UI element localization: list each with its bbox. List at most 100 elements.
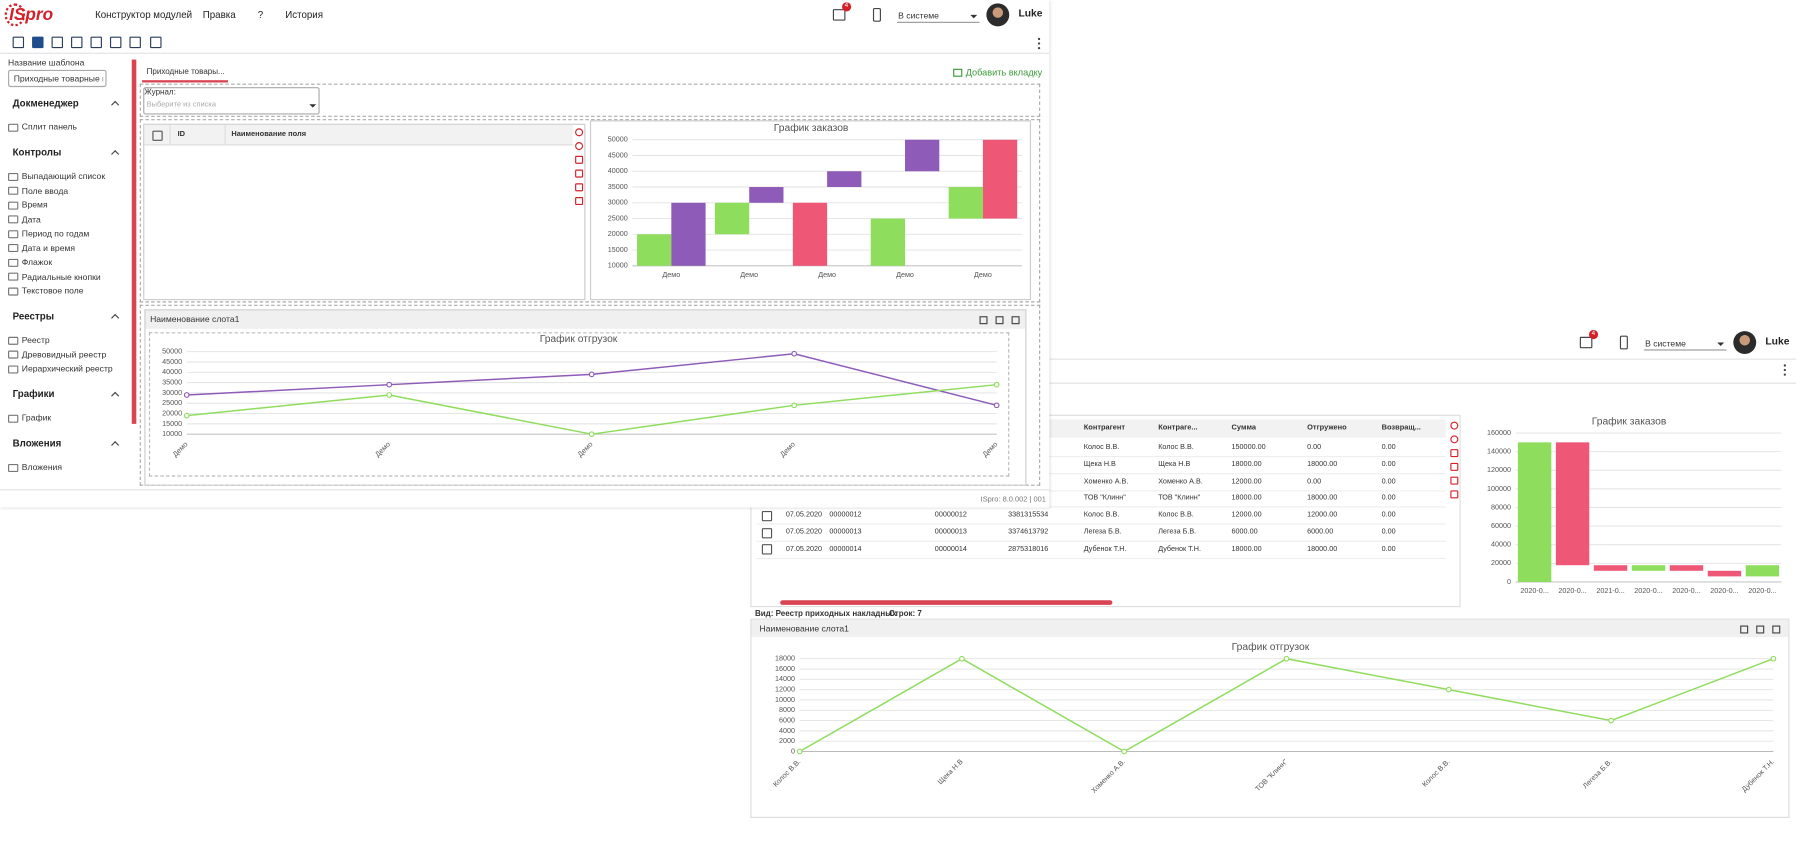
chart-frame [148,332,1010,477]
sidebar-group-title[interactable]: Реестры [12,310,55,322]
slot-panel [144,309,1027,486]
y-tick-label: 10000 [608,261,628,270]
tab[interactable]: Приходные товары... [146,68,225,77]
grid-tool-icon[interactable] [575,183,584,192]
grid-header-cell[interactable]: Контрагент [1083,423,1126,432]
grid-cell: 00000013 [934,527,967,536]
point [1608,717,1614,724]
sidebar-item[interactable]: Дата и время [21,242,76,253]
x-tick-label: 2020-0... [1558,586,1586,595]
grid-cell: 2875318016 [1008,544,1049,553]
sidebar-item[interactable]: Древовидный реестр [21,349,107,360]
grid-cell: Колос В.В. [1083,443,1120,452]
toolbar-button [12,36,25,49]
sidebar-item[interactable]: Флажок [21,256,53,268]
grid-tool-icon[interactable] [575,197,584,206]
grid-header-cell[interactable]: Контраге... [1158,423,1198,432]
view-name: Вид: Реестр приходных накладных [754,610,897,619]
grid-header-cell[interactable]: Возвращ... [1381,423,1421,432]
item-icon [8,350,19,359]
grid-tool-icon[interactable] [1450,421,1459,430]
item-icon [8,258,19,267]
row-divider [756,540,1446,542]
sidebar-item[interactable]: Дата [21,213,41,225]
user-name[interactable]: Luke [1018,7,1043,19]
bar [714,202,750,235]
y-tick-label: 16000 [775,664,795,673]
sidebar-group-title[interactable]: Графики [12,388,55,400]
sidebar-item[interactable]: Период по годам [21,228,90,239]
grid-tool-icon[interactable] [575,169,584,178]
sidebar-item[interactable]: Время [21,199,48,210]
phone-icon [872,8,881,22]
slot-action[interactable] [979,316,988,325]
checkbox[interactable] [761,510,773,521]
status-select [1643,336,1727,351]
sidebar-item[interactable]: Вложения [21,461,63,473]
slot-action[interactable] [1772,625,1781,634]
menu-item[interactable]: Конструктор модулей [95,8,193,21]
slot-action[interactable] [995,316,1004,325]
grid-tool-icon[interactable] [575,155,584,164]
grid-cell: 0.00 [1307,443,1322,452]
y-tick-label: 18000 [775,654,795,663]
grid-cell: 07.05.2020 [785,544,822,553]
grid-cell: 6000.00 [1231,527,1258,536]
sidebar-item[interactable]: Реестр [21,334,50,346]
grid-tool-icon[interactable] [1450,462,1459,471]
bar [1593,565,1628,571]
grid-cell: Колос В.В. [1158,443,1194,452]
sidebar-item[interactable]: График [21,412,52,424]
toolbar-divider [1049,382,1797,384]
slot-action[interactable] [1740,625,1749,634]
grid-header-cell[interactable]: Сумма [1231,423,1257,432]
sidebar-group-title[interactable]: Контролы [12,146,62,158]
sidebar-item[interactable]: Сплит панель [21,121,77,133]
grid-tool-icon[interactable] [1450,490,1459,499]
status-select-text[interactable]: В системе [898,10,939,21]
y-tick-label: 40000 [1491,540,1511,549]
sidebar-item[interactable]: Текстовое поле [21,285,84,296]
grid-cell: Дубенок Т.Н. [1158,544,1201,553]
add-tab-button[interactable]: Добавить вкладку [965,67,1043,78]
checkbox[interactable] [761,544,773,555]
grid-tool-icon[interactable] [575,128,584,137]
sidebar-group-title[interactable]: Докменеджер [12,97,79,109]
grid-cell: 00000014 [829,544,862,553]
slot-action[interactable] [1756,625,1765,634]
item-icon [8,215,19,224]
grid-tool-icon[interactable] [575,142,584,151]
toolbar-button [71,36,83,49]
user-name[interactable]: Luke [1765,335,1790,347]
journal-placeholder[interactable]: Выберите из списка [146,100,216,109]
grid-cell: 0.00 [1381,510,1396,520]
sidebar-item[interactable]: Иерархический реестр [21,363,113,374]
grid-cell: Щека Н.В [1083,460,1116,469]
menu-item[interactable]: Правка [202,8,236,21]
phone-icon [1619,335,1628,350]
grid-tool-icon[interactable] [1450,435,1459,444]
menu-item[interactable]: ? [257,8,264,21]
slot-action[interactable] [1011,316,1020,325]
sidebar-group-title[interactable]: Вложения [12,437,62,449]
checkbox[interactable] [152,130,163,141]
menu-item[interactable]: История [285,8,324,21]
grid-header-cell[interactable]: Отгружено [1307,423,1347,432]
checkbox[interactable] [761,527,773,538]
x-tick-label: 2021-0... [1596,586,1624,595]
avatar [986,3,1010,27]
scrollbar [780,600,1113,605]
sidebar-item[interactable]: Поле ввода [21,185,69,196]
sidebar-item[interactable]: Радиальные кнопки [21,271,101,282]
rows-count: Строк: 7 [888,610,922,619]
sidebar-item[interactable]: Выпадающий список [21,170,106,182]
bar [749,187,784,203]
item-icon [8,201,19,210]
template-input-text[interactable]: Приходные товарные на [13,74,104,83]
grid-tool-icon[interactable] [1450,449,1459,458]
status-select-text[interactable]: В системе [1645,338,1686,349]
grid-cell: 00000012 [934,510,967,520]
bar [792,202,828,266]
grid-tool-icon[interactable] [1450,476,1459,485]
